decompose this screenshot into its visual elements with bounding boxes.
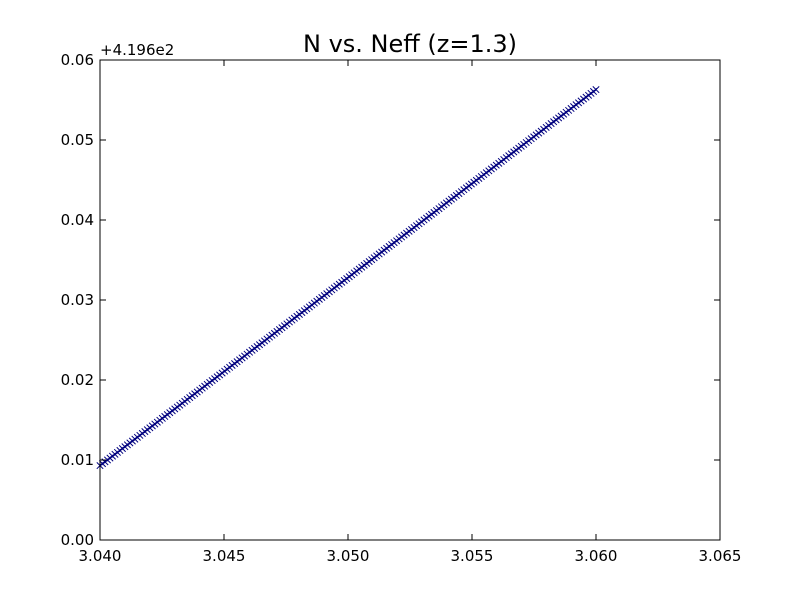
y-tick-label: 0.00 xyxy=(61,531,94,549)
x-tick-label: 3.045 xyxy=(203,547,246,565)
x-tick-label: 3.050 xyxy=(327,547,370,565)
x-tick-label: 3.040 xyxy=(79,547,122,565)
y-tick-label: 0.02 xyxy=(61,371,94,389)
plot-frame xyxy=(99,59,721,541)
chart-title: N vs. Neff (z=1.3) xyxy=(303,30,517,58)
ticks-layer: 3.040 3.045 3.050 3.055 3.060 3.065 0.00 0.01 0.… xyxy=(61,51,742,565)
y-tick-label: 0.06 xyxy=(61,51,94,69)
y-tick-label: 0.04 xyxy=(61,211,94,229)
x-tick-label: 3.060 xyxy=(575,547,618,565)
y-tick-label: 0.01 xyxy=(61,451,94,469)
data-point-marker xyxy=(592,86,600,94)
y-tick-label: 0.05 xyxy=(61,131,94,149)
y-tick-label: 0.03 xyxy=(61,291,94,309)
x-tick-label: 3.055 xyxy=(451,547,494,565)
series-layer xyxy=(96,86,600,470)
x-tick-label: 3.065 xyxy=(699,547,742,565)
y-offset-label: +4.196e2 xyxy=(100,41,174,59)
